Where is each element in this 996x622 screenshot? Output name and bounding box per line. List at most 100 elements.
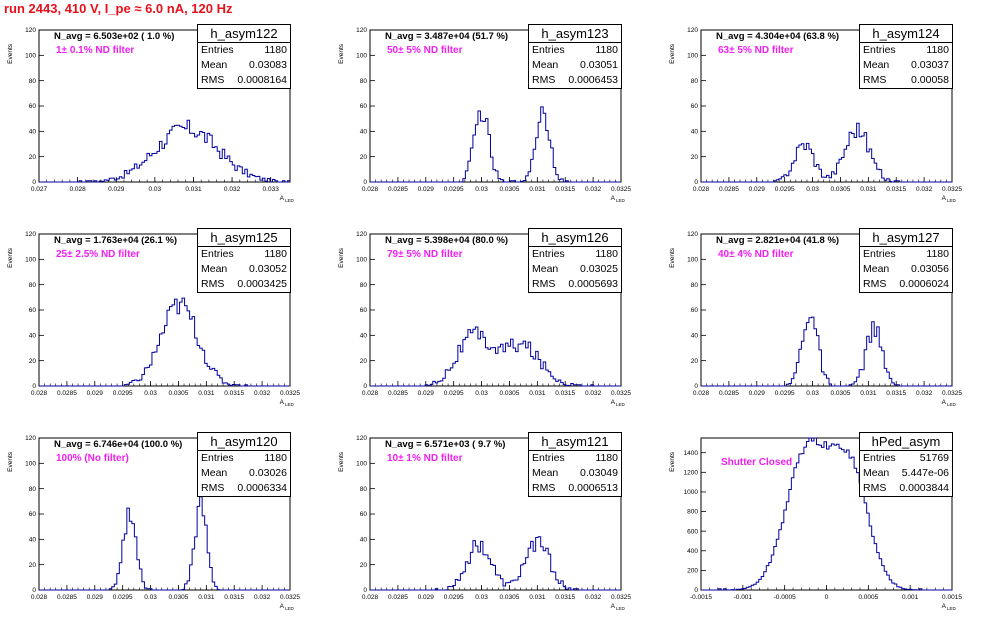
stats-label: Mean [532,467,559,479]
histogram-plot: 0.027 0.028 0.029 0.03 0.031 0.032 0.033 0 20 40 6… [7,27,295,203]
y-tick-label: 80 [29,282,37,289]
stats-row-mean: Mean 0.03056 [860,262,952,277]
stats-title: h_asym126 [529,229,621,247]
x-tick-label: 0.029 [87,594,104,601]
y-tick-label: 100 [356,53,367,60]
y-tick-label: 100 [25,257,36,264]
stats-label: Entries [532,452,565,464]
histogram-pad-hPed_asym: -0.0015 -0.001 -0.0005 0 0.0005 0.001 0.0015 0 2… [665,428,976,611]
y-tick-label: 20 [29,154,37,161]
stats-label: Entries [201,44,234,56]
stats-row-entries: Entries 1180 [529,43,621,58]
y-axis-label: Events [338,247,345,268]
x-tick-label: 0.028 [69,186,86,193]
y-axis-label: Events [7,43,14,64]
stats-row-rms: RMS 0.0003425 [198,277,290,292]
x-axis-label: A [942,603,947,610]
x-tick-label: 0.0315 [224,594,244,601]
stats-value: 51769 [919,452,949,464]
stats-row-rms: RMS 0.0006513 [529,481,621,496]
x-tick-label: 0.028 [31,594,48,601]
x-axis-label-subscript: LED [616,402,626,407]
x-tick-label: 0.031 [529,390,546,397]
stats-value: 0.03037 [911,59,949,71]
page-title: run 2443, 410 V, I_pe ≈ 6.0 nA, 120 Hz [4,1,233,16]
stats-label: Entries [201,452,234,464]
y-tick-label: 1400 [684,450,699,457]
x-tick-label: 0.0325 [942,186,962,193]
x-tick-label: 0 [825,594,829,601]
stats-row-entries: Entries 1180 [860,43,952,58]
stats-title: h_asym120 [198,433,290,451]
stats-label: Entries [863,44,896,56]
x-tick-label: 0.0285 [719,186,739,193]
stats-title: h_asym127 [860,229,952,247]
x-tick-label: 0.0285 [388,186,408,193]
y-tick-label: 0 [32,587,36,594]
navg-label: N_avg = 3.487e+04 (51.7 %) [385,31,509,42]
y-tick-label: 60 [29,307,37,314]
histogram-plot: -0.0015 -0.001 -0.0005 0 0.0005 0.001 0.0015 0 2… [669,437,962,611]
navg-label: N_avg = 6.746e+04 (100.0 %) [54,439,183,450]
x-axis-label: A [280,399,285,406]
stats-label: RMS [532,278,556,290]
stats-label: Mean [863,263,890,275]
filter-annotation: 79± 5% ND filter [387,249,463,260]
histogram-pad-h_asym123: 0.028 0.0285 0.029 0.0295 0.03 0.0305 0.031 0.0… [334,20,645,203]
y-tick-label: 0 [363,587,367,594]
x-tick-label: 0.0295 [113,594,133,601]
y-tick-label: 40 [29,537,37,544]
histogram-pad-h_asym124: 0.028 0.0285 0.029 0.0295 0.03 0.0305 0.031 0.0… [665,20,976,203]
x-tick-label: 0.03 [475,594,488,601]
stats-title: h_asym121 [529,433,621,451]
histogram-line [701,316,952,387]
x-axis-label: A [611,603,616,610]
y-tick-label: 0 [363,383,367,390]
y-axis-label: Events [338,43,345,64]
y-tick-label: 100 [687,53,698,60]
stats-label: Mean [863,59,890,71]
x-axis-label-subscript: LED [285,606,295,611]
y-tick-label: 0 [694,383,698,390]
stats-value: 0.0008164 [237,74,287,86]
x-tick-label: 0.03 [144,390,157,397]
x-tick-label: 0.028 [693,390,710,397]
stats-value: 0.03026 [249,467,287,479]
stats-label: Entries [201,248,234,260]
x-tick-label: 0.031 [198,390,215,397]
stats-box: h_asym125 Entries 1180 Mean 0.03052 RMS 0.0003… [197,228,291,293]
x-tick-label: 0.0325 [280,390,300,397]
y-tick-label: 20 [691,154,699,161]
x-axis-label-subscript: LED [947,402,957,407]
navg-label: N_avg = 6.503e+02 ( 1.0 %) [54,31,175,42]
histogram-plot: 0.028 0.0285 0.029 0.0295 0.03 0.0305 0.031 0.0… [338,27,631,203]
stats-label: Mean [201,59,228,71]
y-tick-label: 80 [691,78,699,85]
x-tick-label: 0.03 [806,186,819,193]
x-tick-label: 0.0285 [57,594,77,601]
stats-label: Mean [532,59,559,71]
histogram-plot: 0.028 0.0285 0.029 0.0295 0.03 0.0305 0.031 0.0… [7,435,300,611]
stats-row-mean: Mean 0.03051 [529,58,621,73]
x-tick-label: 0.0295 [444,594,464,601]
stats-value: 5.447e-06 [901,467,949,479]
navg-label: N_avg = 4.304e+04 (63.8 %) [716,31,840,42]
stats-value: 1180 [264,452,287,464]
y-tick-label: 60 [360,103,368,110]
y-tick-label: 120 [356,435,367,442]
histogram-pad-h_asym125: 0.028 0.0285 0.029 0.0295 0.03 0.0305 0.031 0.0… [3,224,314,407]
y-tick-label: 80 [29,486,37,493]
x-tick-label: 0.032 [585,594,602,601]
stats-value: 0.0003844 [899,482,949,494]
x-tick-label: -0.001 [734,594,753,601]
y-tick-label: 100 [25,461,36,468]
x-tick-label: 0.0315 [886,390,906,397]
x-tick-label: -0.0015 [690,594,712,601]
stats-box: hPed_asym Entries 51769 Mean 5.447e-06 RMS 0.0… [859,432,953,497]
stats-row-rms: RMS 0.0006334 [198,481,290,496]
y-tick-label: 40 [29,333,37,340]
x-tick-label: 0.03 [149,186,162,193]
stats-label: RMS [201,482,225,494]
x-tick-label: 0.0295 [775,186,795,193]
stats-value: 0.0005693 [568,278,618,290]
